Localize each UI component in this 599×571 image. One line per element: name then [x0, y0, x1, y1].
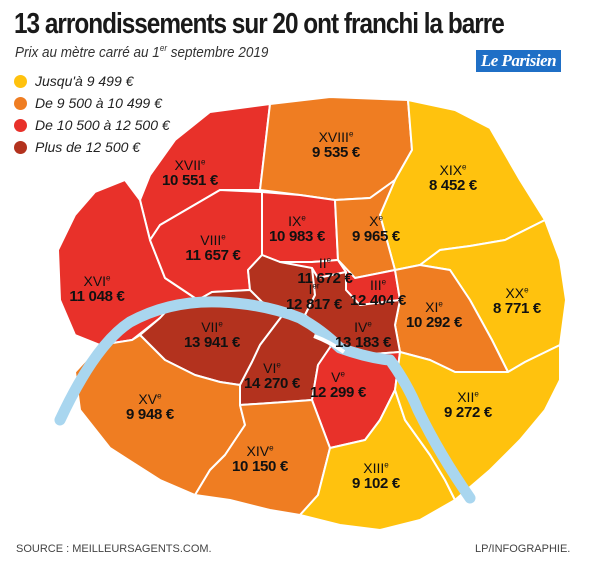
district-price: 14 270 €	[244, 375, 300, 393]
district-number: XIXe	[439, 162, 467, 178]
district-number: IIIe	[369, 277, 387, 293]
district-number: VIIIe	[200, 232, 226, 248]
source-note: SOURCE : MEILLEURSAGENTS.COM.	[16, 543, 212, 555]
district-number: XVIIe	[174, 157, 206, 173]
district-number: Ier	[308, 281, 320, 297]
district-label-13: XIIIe 9 102 €	[352, 460, 400, 493]
district-label-18: XVIIIe 9 535 €	[312, 129, 360, 162]
district-number: XIe	[425, 299, 443, 315]
district-price: 9 272 €	[444, 404, 492, 422]
map-title: 13 arrondissements sur 20 ont franchi la…	[14, 8, 505, 40]
district-number: XIVe	[246, 443, 274, 459]
ile-de-la-cite	[313, 334, 346, 354]
legend-item-red: De 10 500 à 12 500 €	[14, 114, 170, 136]
le-parisien-logo: Le Parisien	[476, 50, 561, 72]
district-price: 11 657 €	[185, 247, 241, 265]
district-number: Xe	[369, 213, 383, 229]
district-label-14: XIVe 10 150 €	[232, 443, 288, 476]
district-price: 9 535 €	[312, 144, 360, 162]
district-label-6: VIe 14 270 €	[244, 360, 300, 393]
district-number: VIe	[263, 360, 281, 376]
legend-swatch	[14, 118, 27, 132]
map-legend: Jusqu'à 9 499 € De 9 500 à 10 499 € De 1…	[14, 70, 170, 158]
district-price: 8 771 €	[493, 300, 541, 318]
district-price: 12 404 €	[350, 292, 406, 310]
legend-item-orange: De 9 500 à 10 499 €	[14, 92, 170, 114]
district-label-3: IIIe 12 404 €	[350, 277, 406, 310]
credit-note: LP/INFOGRAPHIE.	[475, 543, 571, 555]
district-label-1: Ier 12 817 €	[286, 281, 342, 314]
district-label-11: XIe 10 292 €	[406, 299, 462, 332]
legend-swatch	[14, 74, 27, 88]
district-price: 8 452 €	[429, 177, 477, 195]
district-price: 10 983 €	[269, 228, 325, 246]
district-label-5: Ve 12 299 €	[310, 369, 366, 402]
district-label-7: VIIe 13 941 €	[184, 319, 240, 352]
district-label-8: VIIIe 11 657 €	[185, 232, 241, 265]
district-price: 13 941 €	[184, 334, 240, 352]
district-price: 10 150 €	[232, 458, 288, 476]
district-label-19: XIXe 8 452 €	[429, 162, 477, 195]
district-price: 11 672 €	[297, 270, 353, 288]
district-price: 10 292 €	[406, 314, 462, 332]
district-label-16: XVIe 11 048 €	[69, 273, 125, 306]
map-subtitle: Prix au mètre carré au 1er septembre 201…	[15, 43, 269, 61]
district-price: 12 817 €	[286, 296, 342, 314]
district-label-17: XVIIe 10 551 €	[162, 157, 218, 190]
seine-river	[54, 296, 476, 504]
legend-label: Jusqu'à 9 499 €	[35, 73, 134, 89]
district-label-12: XIIe 9 272 €	[444, 389, 492, 422]
district-number: Ve	[331, 369, 345, 385]
district-number: XVIe	[83, 273, 111, 289]
district-number: XVe	[138, 391, 162, 407]
district-price: 9 102 €	[352, 475, 400, 493]
legend-label: Plus de 12 500 €	[35, 139, 141, 155]
district-price: 9 965 €	[352, 228, 400, 246]
district-price: 12 299 €	[310, 384, 366, 402]
district-label-4: IVe 13 183 €	[335, 319, 391, 352]
district-label-9: IXe 10 983 €	[269, 213, 325, 246]
legend-swatch	[14, 96, 27, 110]
district-label-20: XXe 8 771 €	[493, 285, 541, 318]
district-price: 9 948 €	[126, 406, 174, 424]
district-number: IIe	[318, 255, 332, 271]
district-14	[194, 399, 331, 516]
district-number: IXe	[288, 213, 306, 229]
district-number: XIIe	[457, 389, 479, 405]
district-label-2: IIe 11 672 €	[297, 255, 353, 288]
district-number: XVIIIe	[318, 129, 354, 145]
legend-label: De 10 500 à 12 500 €	[35, 117, 170, 133]
district-number: XXe	[505, 285, 529, 301]
district-price: 10 551 €	[162, 172, 218, 190]
district-number: XIIIe	[363, 460, 389, 476]
district-label-15: XVe 9 948 €	[126, 391, 174, 424]
legend-swatch	[14, 140, 27, 154]
district-price: 11 048 €	[69, 288, 125, 306]
legend-label: De 9 500 à 10 499 €	[35, 95, 162, 111]
district-label-10: Xe 9 965 €	[352, 213, 400, 246]
legend-item-darkred: Plus de 12 500 €	[14, 136, 170, 158]
district-12	[394, 344, 561, 501]
district-number: VIIe	[201, 319, 223, 335]
district-number: IVe	[354, 319, 372, 335]
district-price: 13 183 €	[335, 334, 391, 352]
legend-item-yellow: Jusqu'à 9 499 €	[14, 70, 170, 92]
